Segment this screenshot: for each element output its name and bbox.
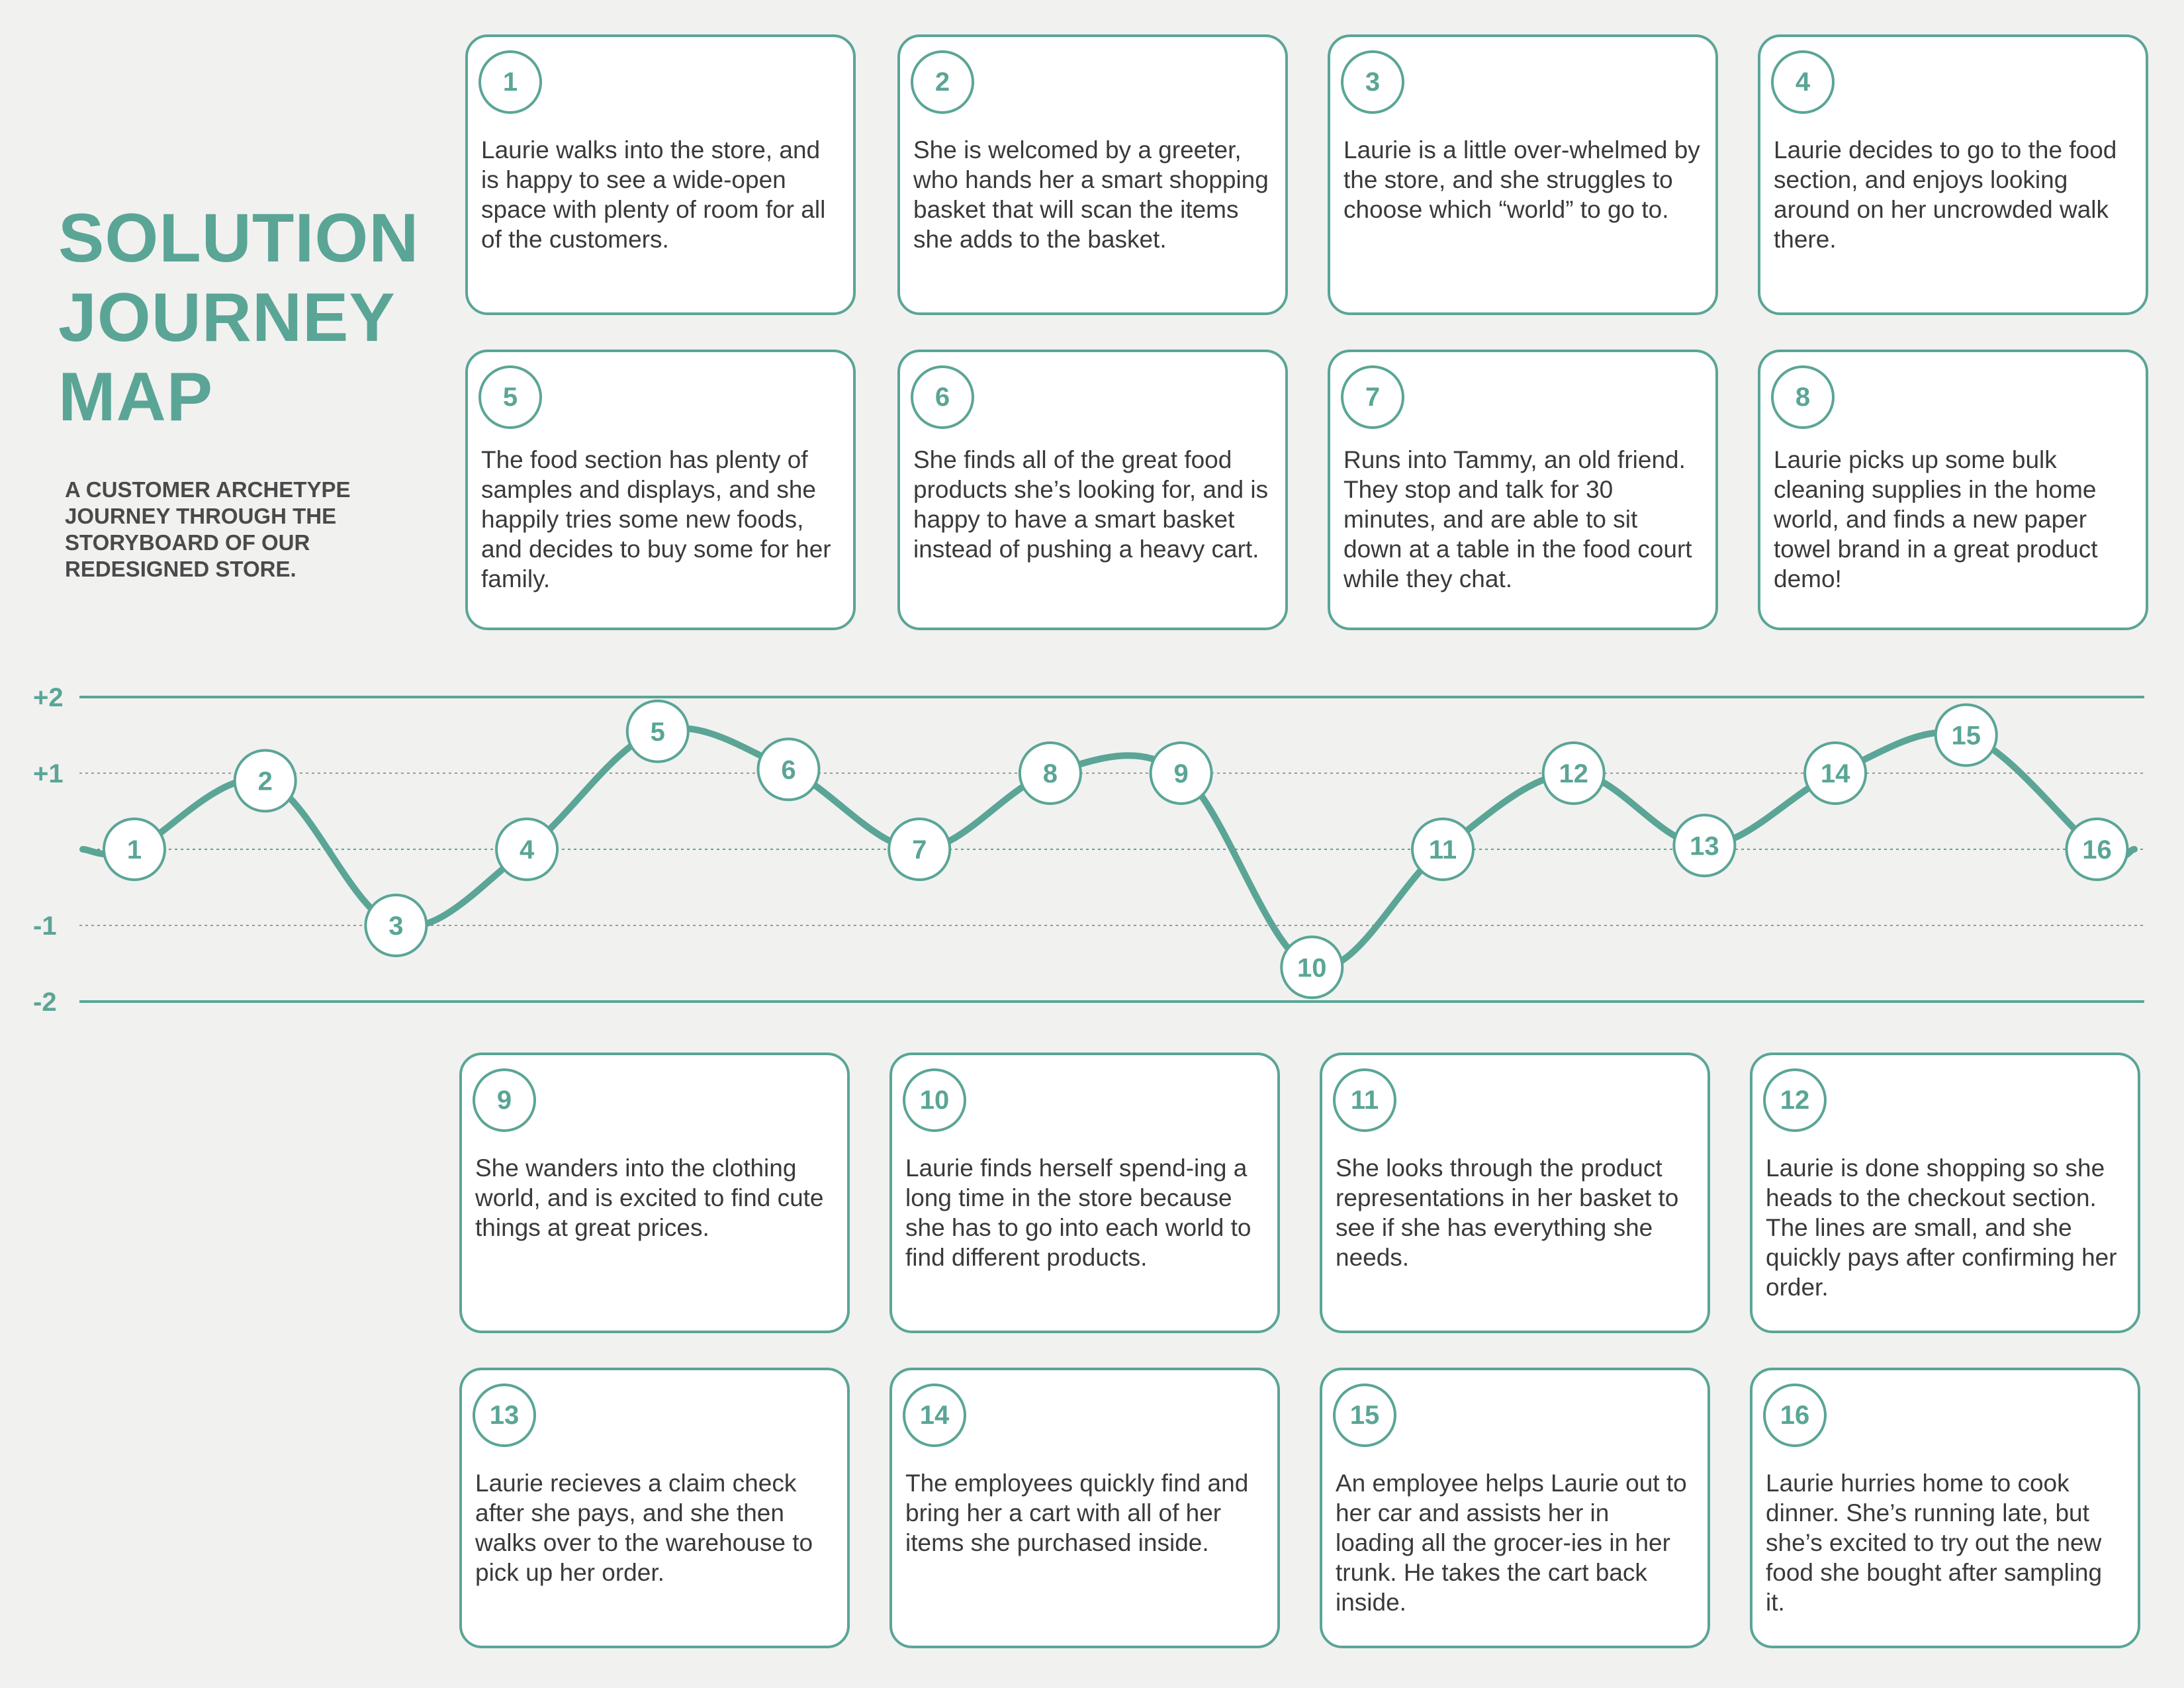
step-description: She finds all of the great food products…	[913, 446, 1269, 563]
step-description: Laurie is a little over-whelmed by the s…	[1343, 136, 1700, 223]
journey-point-label: 16	[2082, 835, 2112, 865]
step-number-badge: 15	[1333, 1383, 1396, 1447]
title-line-2: JOURNEY	[58, 279, 396, 356]
journey-point	[1411, 818, 1475, 881]
step-number-badge: 7	[1341, 365, 1404, 429]
step-description: Laurie hurries home to cook dinner. She’…	[1766, 1470, 2103, 1616]
journey-point	[2065, 818, 2129, 881]
journey-point-label: 3	[388, 912, 403, 941]
step-card-14: 14 The employees quickly find and bring …	[889, 1368, 1280, 1648]
title-line-3: MAP	[58, 359, 214, 436]
step-description: Runs into Tammy, an old friend. They sto…	[1343, 446, 1692, 592]
step-number-badge: 1	[478, 50, 542, 114]
step-description: Laurie finds herself spend-ing a long ti…	[905, 1154, 1251, 1271]
step-description: She wanders into the clothing world, and…	[475, 1154, 824, 1241]
step-description: The employees quickly find and bring her…	[905, 1470, 1249, 1556]
step-number-badge: 11	[1333, 1068, 1396, 1132]
step-number-badge: 2	[911, 50, 974, 114]
step-card-12: 12 Laurie is done shopping so she heads …	[1750, 1053, 2140, 1333]
journey-point-label: 6	[781, 755, 796, 784]
journey-point	[1280, 935, 1344, 1000]
step-card-11: 11 She looks through the product represe…	[1320, 1053, 1710, 1333]
journey-point	[1672, 814, 1737, 878]
journey-point-label: 14	[1821, 759, 1850, 788]
step-number-badge: 5	[478, 365, 542, 429]
step-card-9: 9 She wanders into the clothing world, a…	[459, 1053, 850, 1333]
journey-point-label: 1	[127, 835, 142, 865]
journey-point	[1018, 741, 1082, 805]
journey-point-label: 4	[520, 835, 535, 865]
journey-point	[887, 818, 952, 881]
y-tick-label: +2	[33, 683, 64, 712]
step-card-15: 15 An employee helps Laurie out to her c…	[1320, 1368, 1710, 1648]
step-number-badge: 9	[473, 1068, 536, 1132]
step-card-5: 5 The food section has plenty of samples…	[465, 350, 856, 630]
journey-point	[495, 818, 559, 881]
title-line-1: SOLUTION	[58, 200, 420, 277]
step-card-13: 13 Laurie recieves a claim check after s…	[459, 1368, 850, 1648]
journey-point	[1803, 741, 1868, 805]
step-card-3: 3 Laurie is a little over-whelmed by the…	[1328, 34, 1718, 315]
journey-point-label: 10	[1297, 953, 1327, 982]
step-description: Laurie recieves a claim check after she …	[475, 1470, 813, 1586]
step-description: An employee helps Laurie out to her car …	[1336, 1470, 1687, 1616]
step-card-8: 8 Laurie picks up some bulk cleaning sup…	[1758, 350, 2148, 630]
page-subtitle: A CUSTOMER ARCHETYPE JOURNEY THROUGH THE…	[65, 477, 351, 581]
journey-point	[1149, 741, 1213, 805]
y-tick-label: +1	[33, 759, 64, 788]
journey-point-label: 12	[1559, 759, 1588, 788]
journey-point-label: 2	[258, 767, 273, 796]
journey-point	[103, 818, 166, 881]
step-description: Laurie decides to go to the food section…	[1774, 136, 2117, 253]
journey-point-label: 9	[1173, 759, 1188, 788]
step-number-badge: 8	[1771, 365, 1835, 429]
step-number-badge: 13	[473, 1383, 536, 1447]
journey-point	[1541, 741, 1606, 805]
step-description: Laurie is done shopping so she heads to …	[1766, 1154, 2117, 1301]
y-tick-label: -2	[33, 988, 57, 1017]
step-number-badge: 4	[1771, 50, 1835, 114]
journey-point-label: 5	[651, 718, 665, 747]
journey-point	[233, 749, 297, 813]
step-description: Laurie picks up some bulk cleaning suppl…	[1774, 446, 2098, 592]
step-description: She looks through the product representa…	[1336, 1154, 1679, 1271]
step-card-7: 7 Runs into Tammy, an old friend. They s…	[1328, 350, 1718, 630]
step-number-badge: 14	[903, 1383, 966, 1447]
step-number-badge: 12	[1763, 1068, 1827, 1132]
step-description: The food section has plenty of samples a…	[481, 446, 831, 592]
step-card-10: 10 Laurie finds herself spend-ing a long…	[889, 1053, 1280, 1333]
journey-point	[1934, 703, 1998, 767]
step-card-16: 16 Laurie hurries home to cook dinner. S…	[1750, 1368, 2140, 1648]
step-card-6: 6 She finds all of the great food produc…	[897, 350, 1288, 630]
y-tick-label: -1	[33, 912, 57, 941]
step-number-badge: 3	[1341, 50, 1404, 114]
step-number-badge: 6	[911, 365, 974, 429]
journey-point-label: 15	[1952, 722, 1981, 751]
step-card-2: 2 She is welcomed by a greeter, who hand…	[897, 34, 1288, 315]
step-card-4: 4 Laurie decides to go to the food secti…	[1758, 34, 2148, 315]
step-number-badge: 10	[903, 1068, 966, 1132]
step-card-1: 1 Laurie walks into the store, and is ha…	[465, 34, 856, 315]
step-number-badge: 16	[1763, 1383, 1827, 1447]
journey-point	[364, 894, 428, 957]
step-description: She is welcomed by a greeter, who hands …	[913, 136, 1269, 253]
page-title: SOLUTION JOURNEY MAP	[58, 199, 455, 437]
journey-point-label: 7	[912, 835, 927, 865]
journey-point-label: 11	[1429, 835, 1457, 865]
journey-point-label: 8	[1043, 759, 1058, 788]
journey-point	[625, 699, 690, 763]
step-description: Laurie walks into the store, and is happ…	[481, 136, 826, 253]
journey-point-label: 13	[1690, 831, 1719, 861]
journey-point	[756, 737, 821, 802]
